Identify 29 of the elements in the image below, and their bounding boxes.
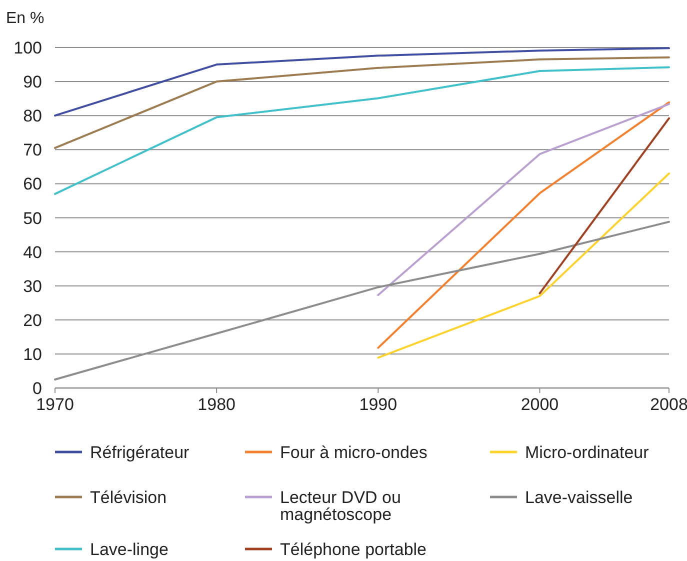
x-tick-label: 1980 [198,395,236,414]
x-tick-label: 1990 [359,395,398,414]
legend-label: Téléphone portable [280,540,427,559]
legend-label: Télévision [90,488,167,507]
x-tick-label: 1970 [36,395,74,414]
y-tick-label: 30 [23,276,42,296]
y-tick-label: 0 [32,379,42,398]
legend-label: Four à micro-ondes [280,443,428,462]
y-tick-label: 50 [23,208,42,228]
line-series [54,47,670,117]
y-tick-label: 20 [23,310,42,330]
line-series [54,56,670,149]
x-tick-label: 2008 [650,395,687,414]
y-tick-label: 100 [14,38,42,58]
y-tick-label: 60 [23,174,42,194]
legend-label: Réfrigérateur [90,443,190,462]
legend-label: Lave-linge [90,540,168,559]
x-tick-label: 2000 [520,395,559,414]
legend-label: Lave-vaisselle [525,488,633,507]
line-series [54,66,670,195]
y-tick-label: 10 [23,344,42,364]
legend-label: Lecteur DVD ou magnétoscope [280,488,401,524]
y-axis-title: En % [6,10,44,27]
legend-label: Micro-ordinateur [525,443,650,462]
y-tick-label: 90 [23,72,42,92]
y-tick-label: 80 [23,106,42,126]
line-series [54,220,670,380]
y-tick-label: 70 [23,140,42,160]
y-tick-label: 40 [23,242,42,262]
